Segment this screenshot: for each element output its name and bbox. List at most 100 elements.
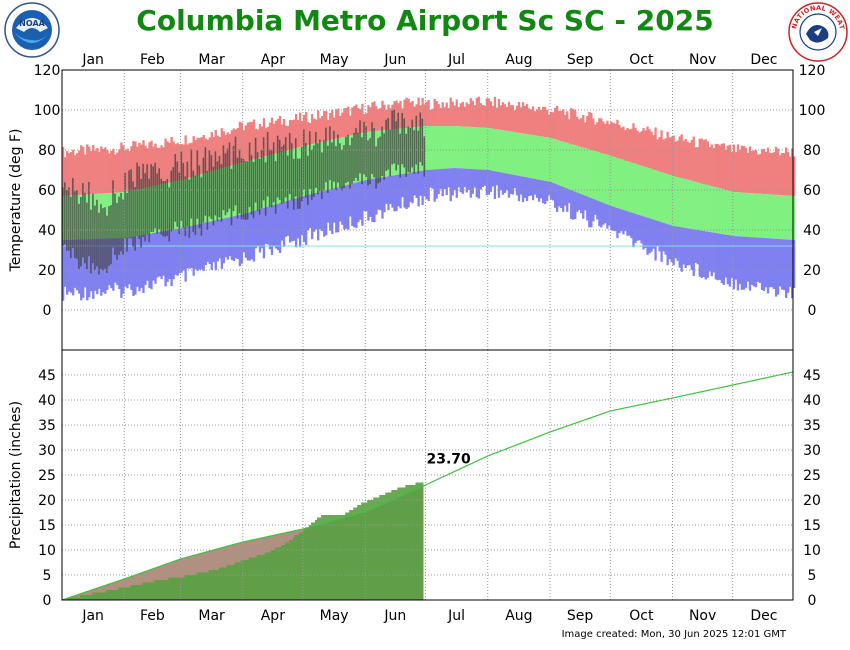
precip-month-label: Jul <box>447 608 465 624</box>
precip-tick-label-left: 40 <box>38 393 56 409</box>
record-low-bar <box>481 169 485 187</box>
record-low-bar <box>507 173 511 198</box>
record-low-bar <box>588 197 591 228</box>
noaa-logo-text: NOAA <box>19 19 45 28</box>
record-high-bar <box>696 147 699 183</box>
record-high-bar <box>612 122 615 157</box>
record-low-bar <box>652 219 655 249</box>
record-high-bar <box>206 139 209 173</box>
record-low-bar <box>76 239 79 291</box>
record-high-bar <box>678 136 681 178</box>
record-high-bar <box>610 121 613 156</box>
record-high-bar <box>292 119 296 149</box>
record-low-bar <box>576 192 579 212</box>
record-high-bar <box>734 152 738 193</box>
record-low-bar <box>228 217 231 257</box>
record-low-bar <box>451 168 454 196</box>
record-high-bar <box>624 130 627 161</box>
record-high-bar <box>250 121 254 160</box>
record-low-bar <box>176 228 179 276</box>
record-low-bar <box>260 208 264 249</box>
temp-month-label: Jan <box>81 52 104 68</box>
record-low-bar <box>74 239 77 288</box>
observed-temp-bar <box>250 155 253 215</box>
normal-range-bar <box>780 195 784 240</box>
record-low-bar <box>234 215 238 259</box>
record-low-bar <box>180 228 183 273</box>
normal-range-bar <box>744 192 748 237</box>
record-high-bar <box>327 119 330 141</box>
normal-range-bar <box>680 178 683 228</box>
record-high-bar <box>220 128 223 169</box>
record-low-bar <box>387 176 390 211</box>
record-high-bar <box>252 119 256 160</box>
record-low-bar <box>256 209 260 247</box>
normal-range-bar <box>467 126 470 169</box>
record-low-bar <box>361 181 364 226</box>
record-low-bar <box>118 238 121 290</box>
record-low-bar <box>702 231 705 278</box>
record-high-bar <box>736 144 740 193</box>
record-high-bar <box>493 96 497 129</box>
normal-range-bar <box>475 127 478 170</box>
observed-temp-bar <box>134 187 136 251</box>
record-low-bar <box>80 239 83 301</box>
record-high-bar <box>527 108 531 135</box>
record-low-bar <box>740 236 744 290</box>
temp-month-label: Nov <box>689 52 716 68</box>
record-high-bar <box>616 119 619 158</box>
record-low-bar <box>754 237 758 288</box>
record-low-bar <box>495 171 499 186</box>
normal-range-bar <box>782 195 786 240</box>
record-high-bar <box>750 151 754 194</box>
normal-range-bar <box>455 126 458 169</box>
record-low-bar <box>188 226 191 269</box>
normal-range-bar <box>545 137 549 182</box>
record-high-bar <box>170 136 173 183</box>
observed-temp-bar <box>164 181 167 237</box>
record-low-bar <box>764 238 768 288</box>
observed-temp-bar <box>222 145 225 211</box>
record-high-bar <box>716 144 719 188</box>
normal-range-bar <box>630 162 633 213</box>
observed-temp-bar <box>379 136 381 183</box>
record-high-bar <box>720 143 724 189</box>
normal-range-bar <box>618 158 621 209</box>
record-high-bar <box>407 98 410 128</box>
record-low-bar <box>347 184 350 230</box>
record-low-bar <box>666 224 669 266</box>
normal-range-bar <box>588 149 591 198</box>
observed-temp-bar <box>84 192 86 264</box>
observed-temp-bar <box>351 137 353 184</box>
observed-temp-bar <box>138 166 140 240</box>
record-high-bar <box>421 97 424 127</box>
observed-temp-bar <box>82 183 84 258</box>
record-high-bar <box>272 123 276 154</box>
observed-temp-bar <box>68 187 70 251</box>
record-low-bar <box>345 185 348 229</box>
record-high-bar <box>640 131 643 166</box>
record-high-bar <box>596 122 599 152</box>
record-high-bar <box>415 104 418 127</box>
record-high-bar <box>212 136 215 171</box>
record-low-bar <box>718 233 721 280</box>
record-low-bar <box>128 237 131 285</box>
precip-tick-label-left: 20 <box>38 493 56 509</box>
normal-range-bar <box>539 136 543 181</box>
record-high-bar <box>86 144 89 195</box>
record-high-bar <box>367 105 370 132</box>
observed-temp-bar <box>188 179 191 238</box>
record-high-bar <box>784 147 788 196</box>
record-high-bar <box>700 138 703 184</box>
record-high-bar <box>381 100 384 131</box>
record-low-bar <box>690 229 693 271</box>
record-high-bar <box>674 141 677 177</box>
record-high-bar <box>604 123 607 155</box>
normal-range-bar <box>724 189 728 235</box>
observed-temp-bar <box>256 152 259 211</box>
observed-temp-bar <box>128 170 130 239</box>
record-low-bar <box>302 196 306 243</box>
record-low-bar <box>624 210 627 232</box>
observed-temp-bar <box>315 131 317 188</box>
